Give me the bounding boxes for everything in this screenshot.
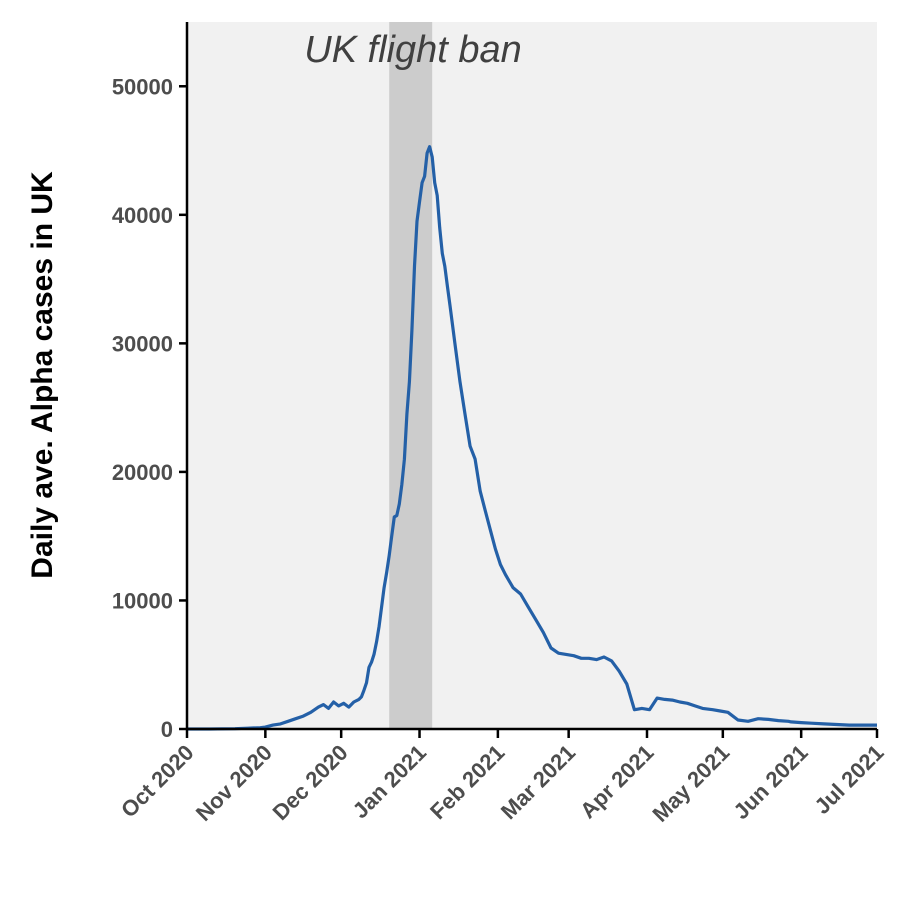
- y-tick-label: 20000: [112, 460, 173, 485]
- x-tick-label: Feb 2021: [425, 740, 509, 824]
- y-tick-label: 30000: [112, 331, 173, 356]
- x-tick-label: Mar 2021: [496, 740, 580, 824]
- x-tick-label: Jan 2021: [348, 740, 431, 823]
- plot-panel: [187, 22, 877, 729]
- x-tick-label: May 2021: [647, 740, 734, 827]
- y-tick-label: 10000: [112, 588, 173, 613]
- x-tick-label: Nov 2020: [191, 740, 277, 826]
- y-axis-label: Daily ave. Alpha cases in UK: [26, 171, 59, 579]
- x-tick-label: Jul 2021: [809, 740, 888, 819]
- x-tick-label: Dec 2020: [268, 740, 353, 825]
- series-line: [187, 145, 877, 731]
- x-tick-label: Oct 2020: [116, 740, 199, 823]
- y-tick-label: 40000: [112, 203, 173, 228]
- y-axis: 0 10000 20000 30000 40000 50000: [112, 74, 187, 742]
- y-tick-label: 50000: [112, 74, 173, 99]
- x-tick-label: Apr 2021: [575, 740, 658, 823]
- x-tick-label: Jun 2021: [728, 740, 812, 824]
- y-tick-label: 0: [161, 717, 173, 742]
- flight-ban-label: UK flight ban: [304, 29, 522, 71]
